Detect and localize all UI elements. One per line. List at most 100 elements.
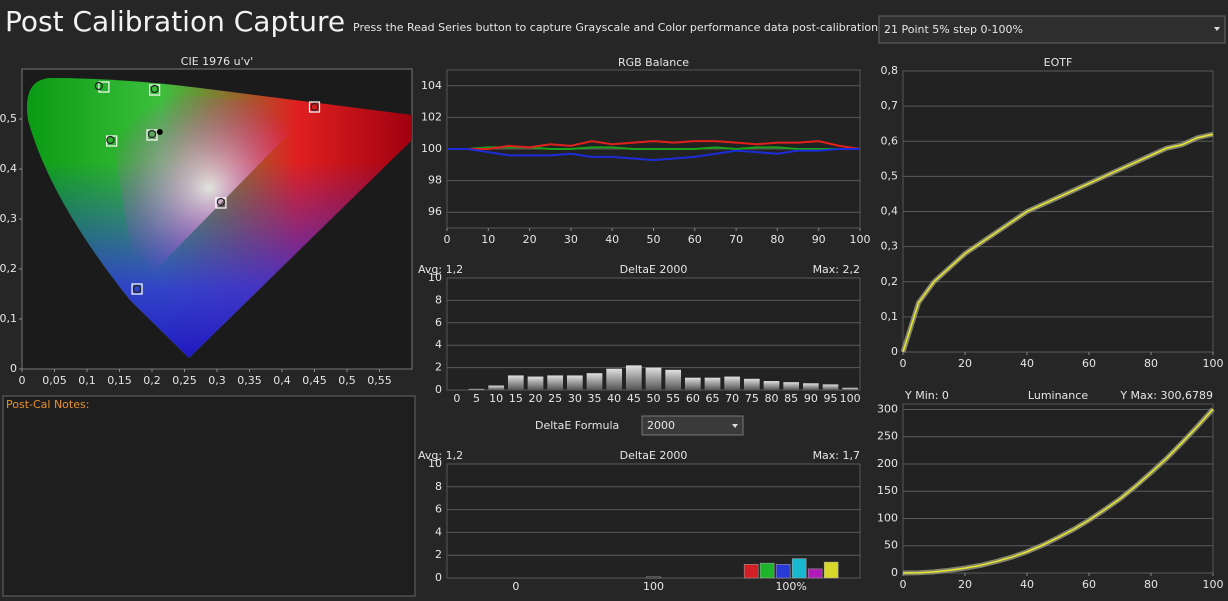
y-tick-label: 100 — [877, 511, 898, 524]
series-select[interactable]: 21 Point 5% step 0-100% — [878, 15, 1226, 44]
x-tick-label: 0 — [900, 578, 907, 591]
x-tick-label: 30 — [564, 233, 578, 246]
min-label: Y Min: 0 — [904, 389, 949, 402]
plot-area — [902, 403, 1214, 574]
bar — [743, 378, 760, 390]
x-tick-label: 85 — [784, 392, 798, 405]
bar — [507, 375, 524, 390]
measured-point — [156, 129, 163, 135]
y-tick-label: 2 — [435, 548, 442, 561]
x-tick-label: 0,15 — [107, 374, 132, 387]
x-tick-label: 0,1 — [78, 374, 96, 387]
bar — [488, 385, 505, 390]
target-point — [98, 81, 110, 93]
chart-title: CIE 1976 u'v' — [181, 55, 253, 68]
bar — [646, 576, 661, 579]
bar — [566, 375, 583, 390]
x-tick-label: 80 — [1144, 357, 1158, 370]
measured-point — [94, 81, 103, 91]
x-tick-label: 0,2 — [143, 374, 161, 387]
x-tick-label: 0 — [512, 580, 519, 593]
x-tick-label: 10 — [489, 392, 503, 405]
x-tick-label: 0,5 — [338, 374, 356, 387]
series-line — [902, 133, 1214, 353]
x-tick-label: 0 — [900, 357, 907, 370]
x-tick-label: 55 — [666, 392, 680, 405]
max-label: Max: 1,7 — [813, 449, 860, 462]
y-tick-label: 4 — [435, 338, 442, 351]
x-tick-label: 0,45 — [302, 374, 327, 387]
bar — [586, 373, 603, 390]
y-tick-label: 0 — [891, 345, 898, 358]
max-label: Max: 2,2 — [813, 263, 860, 276]
avg-label: Avg: 1,2 — [418, 449, 463, 462]
x-tick-label: 100 — [1203, 357, 1224, 370]
x-tick-label: 40 — [607, 392, 621, 405]
series-line — [447, 140, 861, 150]
y-tick-label: 250 — [877, 430, 898, 443]
target-point — [131, 283, 143, 295]
x-tick-label: 20 — [958, 357, 972, 370]
x-tick-label: 0,05 — [42, 374, 67, 387]
x-tick-label: 40 — [1020, 357, 1034, 370]
y-tick-label: 0,3 — [881, 240, 899, 253]
measured-point — [147, 129, 157, 139]
x-tick-label: 80 — [1144, 578, 1158, 591]
bar — [606, 368, 623, 390]
series-line — [902, 408, 1214, 574]
notes-label: Post-Cal Notes: — [6, 398, 89, 411]
y-tick-label: 0 — [435, 383, 442, 396]
x-tick-label: 25 — [548, 392, 562, 405]
bar — [783, 382, 800, 390]
x-tick-label: 100 — [850, 233, 871, 246]
y-tick-label: 8 — [435, 293, 442, 306]
chart: CIE 1976 u'v' 0 0,1 0,2 0,3 0,4 0,5 0 0,05 0,1 0,1… — [0, 55, 392, 387]
bar — [763, 381, 780, 390]
y-tick-label: 0,2 — [881, 275, 899, 288]
bar — [807, 568, 823, 579]
measured-point — [150, 84, 159, 94]
chart-title: Luminance — [1028, 389, 1088, 402]
x-tick-label: 0,25 — [172, 374, 197, 387]
x-tick-label: 100 — [1203, 578, 1224, 591]
page-title: Post Calibration Capture — [5, 5, 345, 38]
y-tick-label: 0,8 — [881, 64, 899, 77]
x-tick-label: 65 — [706, 392, 720, 405]
y-tick-label: 300 — [877, 402, 898, 415]
x-tick-label: 10 — [481, 233, 495, 246]
y-tick-label: 4 — [435, 525, 442, 538]
chart: RGB Balance 96 98 100 102 104 0 10 20 30 40 50 60 70 8… — [421, 56, 871, 246]
bar — [775, 564, 791, 579]
x-tick-label: 100% — [775, 580, 806, 593]
y-tick-label: 150 — [877, 484, 898, 497]
y-tick-label: 100 — [421, 142, 442, 155]
chart-title: DeltaE 2000 — [620, 263, 688, 276]
x-tick-label: 20 — [529, 392, 543, 405]
y-tick-label: 0,7 — [881, 99, 899, 112]
y-tick-label: 102 — [421, 110, 442, 123]
x-tick-label: 100 — [840, 392, 861, 405]
series-select-value: 21 Point 5% step 0-100% — [884, 23, 1023, 36]
bar — [527, 376, 544, 390]
bar — [822, 384, 839, 390]
y-tick-label: 96 — [428, 205, 442, 218]
y-tick-label: 50 — [884, 539, 898, 552]
x-tick-label: 75 — [745, 392, 759, 405]
x-tick-label: 0,4 — [273, 374, 291, 387]
x-tick-label: 90 — [812, 233, 826, 246]
y-tick-label: 200 — [877, 457, 898, 470]
y-tick-label: 0 — [10, 362, 17, 375]
gamut — [21, 68, 413, 370]
formula-select[interactable]: 2000 — [641, 415, 744, 436]
bar — [802, 383, 819, 390]
chart: Luminance Y Min: 0 Y Max: 300,6789 0 50 100 15… — [877, 389, 1224, 591]
x-tick-label: 50 — [647, 233, 661, 246]
bar — [645, 367, 662, 390]
y-tick-label: 0,4 — [0, 162, 17, 175]
notes-box[interactable] — [2, 395, 416, 597]
bar — [743, 564, 759, 579]
y-tick-label: 10 — [428, 457, 442, 470]
